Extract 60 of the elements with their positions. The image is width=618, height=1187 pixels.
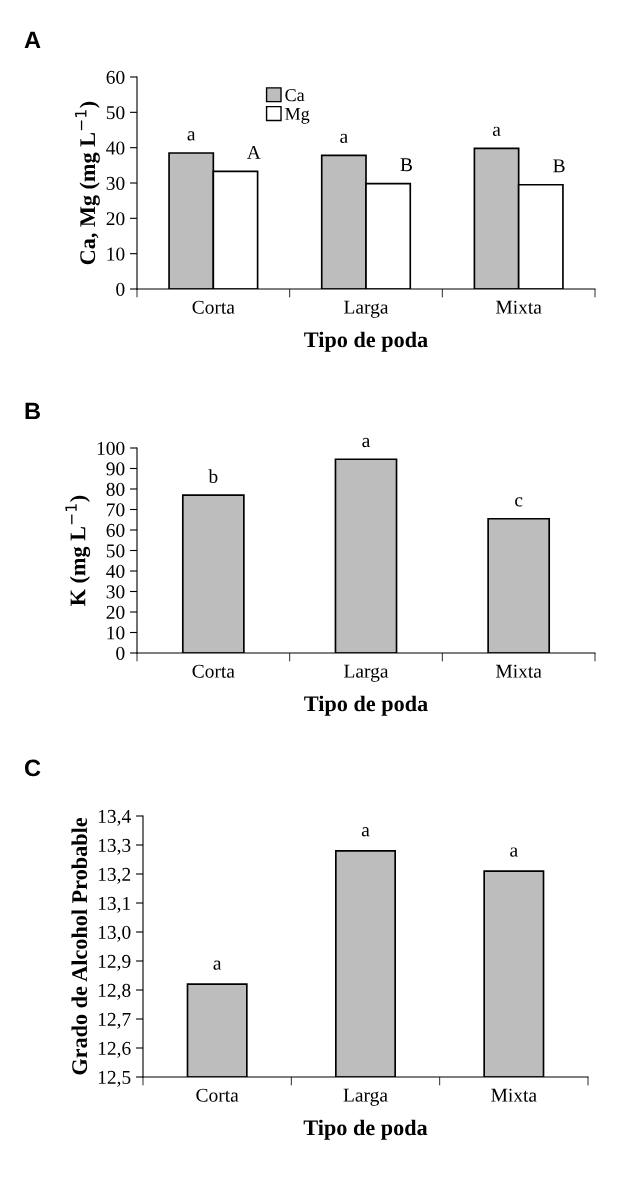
x-axis-title: Tipo de poda [304,331,428,352]
y-tick-label: 20 [106,212,125,226]
y-tick-label: 12,8 [98,983,131,1000]
y-tick-label: 13,3 [98,838,131,855]
y-tick-label: 80 [106,482,125,496]
y-tick-label: 70 [107,503,125,517]
y-axis-title: K (mg L$^{−1}$) [65,495,91,606]
chart-title: A [24,31,41,49]
annotation: a [362,437,371,448]
annotation: a [361,827,370,837]
annotation: B [400,158,412,172]
y-tick-label: 100 [97,441,125,455]
y-tick-label: 0 [116,646,125,660]
y-tick-label: 30 [106,585,125,599]
y-tick-label: 50 [106,106,125,120]
annotation: B [553,159,565,173]
y-tick-label: 12,6 [98,1041,131,1058]
legend-label: Ca [285,89,305,102]
y-tick-label: 12,5 [98,1070,131,1087]
annotation: b [208,469,218,483]
y-tick-label: 60 [106,523,125,537]
x-tick-label: Corta [192,300,235,314]
y-tick-label: 30 [106,176,125,190]
y-tick-label: 0 [116,282,125,296]
y-tick-label: 20 [106,605,125,619]
x-tick-label: Larga [343,1088,388,1106]
x-tick-label: Larga [344,300,389,318]
chart-title: C [24,759,41,777]
x-tick-label: Mixta [491,1088,537,1102]
y-tick-label: 13,1 [98,896,131,913]
y-tick-label: 60 [106,70,125,84]
annotation: a [510,847,518,857]
x-tick-label: Corta [192,664,235,678]
y-tick-label: 13,0 [98,925,131,942]
chart-title: B [25,402,40,420]
x-tick-label: Mixta [496,664,542,678]
x-axis-title: Tipo de poda [304,695,428,716]
x-tick-label: Mixta [496,300,542,314]
y-tick-label: 40 [106,564,125,578]
x-axis-title: Tipo de poda [303,1119,428,1140]
y-tick-label: 10 [107,247,125,261]
legend-label: Mg [285,108,310,124]
annotation: a [213,960,222,970]
y-tick-label: 13,4 [98,809,131,826]
annotation: a [340,133,348,144]
y-tick-label: 13,2 [98,867,131,884]
annotation: c [515,497,523,507]
y-tick-label: 90 [106,462,125,476]
y-tick-label: 50 [106,544,125,558]
y-tick-label: 40 [106,141,125,155]
annotation: a [492,126,501,136]
x-tick-label: Corta [196,1088,239,1102]
annotation: a [187,131,196,141]
x-tick-label: Larga [344,664,389,682]
y-tick-label: 12,7 [98,1012,131,1029]
annotation: A [246,145,261,159]
y-tick-label: 12,9 [98,954,131,971]
y-axis-title: Grado de Alcohol Probable [71,817,88,1075]
y-axis-title: Ca, Mg (mg L$^{−1}$) [75,101,100,265]
y-tick-label: 10 [107,626,125,640]
